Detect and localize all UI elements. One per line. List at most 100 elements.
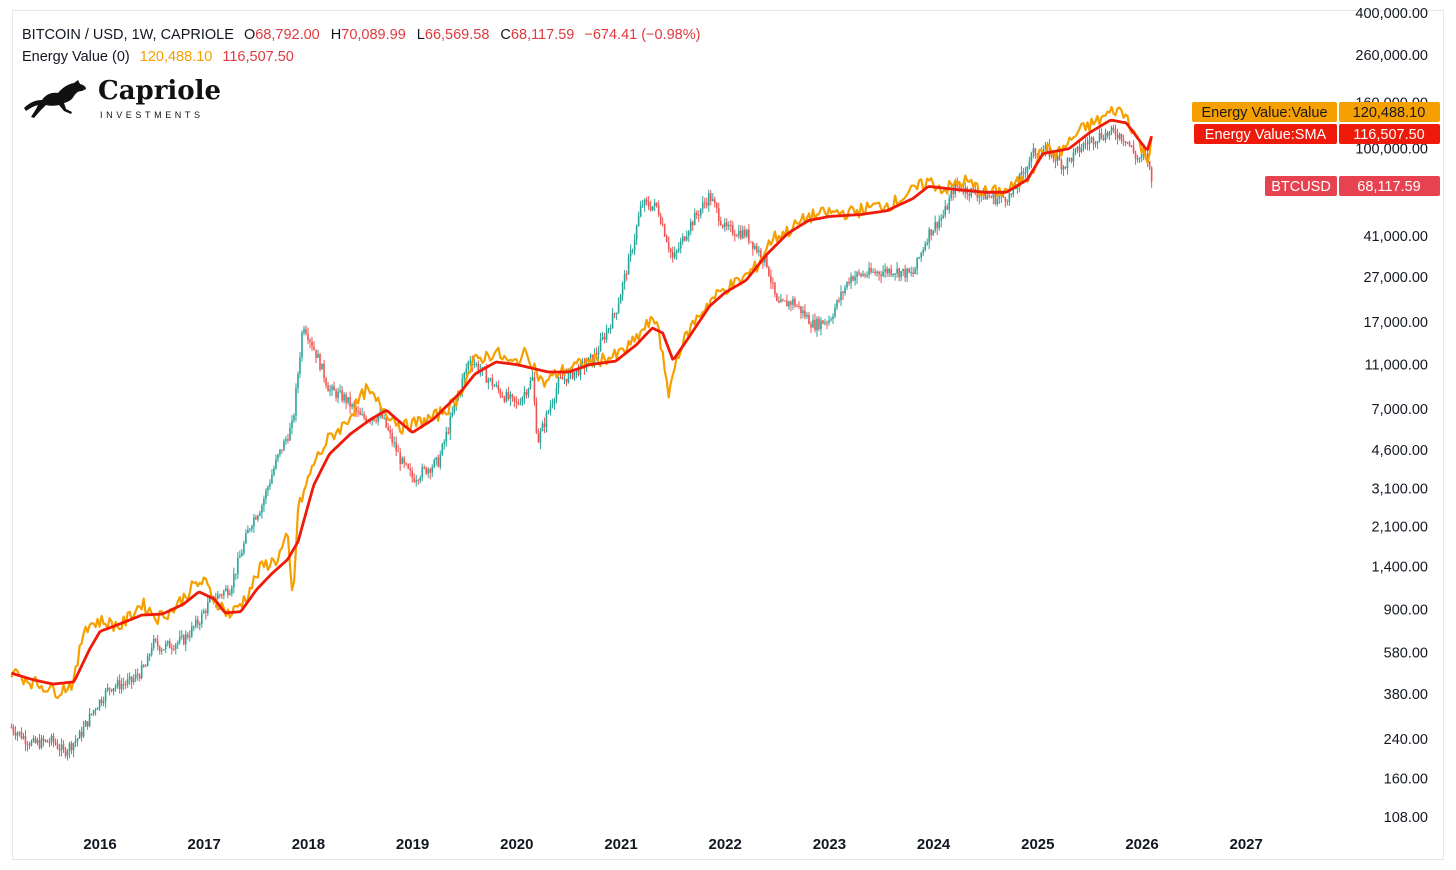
- btc-candle-body: [1034, 148, 1037, 156]
- btc-candle-body: [281, 449, 283, 451]
- btc-candle-body: [431, 467, 434, 473]
- btc-candle-body: [499, 389, 502, 396]
- y-tick-label: 100,000.00: [1355, 142, 1428, 158]
- btc-candle-body: [647, 201, 650, 207]
- btc-candle-body: [36, 739, 39, 743]
- close-key: C: [500, 27, 511, 43]
- btc-candle-body: [603, 336, 606, 340]
- btc-candle-body: [229, 593, 231, 595]
- btc-candle-body: [16, 733, 19, 736]
- btc-candle-body: [812, 319, 814, 328]
- symbol-title[interactable]: BITCOIN / USD, 1W, CAPRIOLE: [22, 27, 234, 43]
- btc-candle-body: [116, 680, 119, 687]
- btc-candle-body: [1108, 131, 1111, 136]
- btc-candle-body: [20, 731, 23, 739]
- btc-candle-body: [353, 404, 355, 408]
- btc-candle-body: [902, 268, 904, 272]
- btc-candle-body: [565, 378, 568, 383]
- btc-candle-body: [1022, 171, 1025, 173]
- btc-candle-body: [249, 528, 251, 531]
- btc-candle-body: [311, 341, 313, 347]
- btc-candle-body: [746, 229, 748, 237]
- btc-candle-body: [657, 205, 660, 216]
- btc-candle-body: [563, 378, 566, 380]
- btc-candle-body: [64, 749, 67, 756]
- btc-candle-body: [794, 298, 796, 306]
- btc-candle-body: [233, 574, 235, 588]
- btc-candle-body: [703, 202, 706, 204]
- btc-candle-body: [80, 731, 83, 737]
- btc-candle-body: [451, 412, 454, 417]
- btc-candle-body: [685, 236, 688, 241]
- x-axis: 2016 2017 2018 2019 2020 2021 2022 2023 2024 2025…: [83, 836, 1263, 853]
- btc-candle-body: [922, 250, 924, 253]
- x-tick-label: 2023: [813, 836, 846, 853]
- btc-candle-body: [162, 649, 165, 651]
- change-value: −674.41 (−0.98%): [584, 27, 701, 43]
- btc-candle-body: [485, 369, 488, 383]
- btc-candle-body: [1056, 155, 1059, 162]
- btc-candle-body: [874, 271, 876, 274]
- btc-candle-body: [862, 274, 864, 276]
- btc-candle-body: [649, 206, 652, 211]
- btc-candle-body: [221, 594, 223, 596]
- btc-candle-body: [555, 388, 558, 400]
- btc-candle-body: [325, 378, 327, 386]
- btc-candle-body: [728, 224, 730, 227]
- btc-candle-body: [192, 626, 195, 628]
- open-key: O: [243, 27, 256, 43]
- btc-candle-body: [1128, 142, 1131, 146]
- energy-sma-label-name-box: [1194, 124, 1337, 144]
- btc-candle-body: [952, 190, 955, 195]
- btc-candle-body: [359, 411, 361, 415]
- btc-candle-body: [112, 688, 115, 692]
- btc-candle-body: [623, 273, 626, 284]
- btc-candle-body: [108, 687, 111, 690]
- btc-candle-body: [389, 430, 391, 433]
- btc-candle-body: [651, 206, 654, 211]
- btc-candle-body: [750, 241, 752, 243]
- btc-candle-body: [477, 363, 480, 372]
- btc-candle-body: [473, 364, 476, 366]
- btc-candle-body: [1122, 140, 1125, 142]
- btc-candle-body: [752, 241, 754, 249]
- btc-candle-body: [1110, 127, 1113, 132]
- btc-candle-body: [323, 363, 325, 379]
- btc-candle-body: [978, 195, 981, 198]
- symbol-row: BITCOIN / USD, 1W, CAPRIOLE O68,792.00 H…: [22, 24, 700, 46]
- btc-candle-body: [247, 530, 249, 534]
- btc-candle-body: [92, 710, 95, 714]
- btc-candle-body: [910, 272, 912, 274]
- btc-candle-body: [291, 420, 293, 428]
- y-tick-label: 2,100.00: [1372, 520, 1428, 536]
- btc-candle-body: [365, 417, 367, 422]
- x-tick-label: 2026: [1125, 836, 1158, 853]
- x-tick-label: 2025: [1021, 836, 1054, 853]
- indicator-title[interactable]: Energy Value (0): [22, 49, 130, 65]
- btc-candle-body: [880, 274, 882, 277]
- btc-candle-body: [30, 741, 33, 746]
- btc-candle-body: [399, 452, 401, 464]
- btc-candle-body: [798, 306, 800, 308]
- btc-candle-body: [299, 357, 301, 374]
- btc-candle-body: [571, 369, 574, 379]
- btc-candle-body: [1130, 145, 1133, 147]
- btc-candle-body: [778, 300, 780, 303]
- btc-candle-body: [896, 268, 898, 274]
- btc-candle-body: [928, 229, 930, 243]
- btc-candle-body: [1118, 133, 1121, 139]
- btc-candle-body: [898, 268, 900, 278]
- btc-candle-body: [28, 744, 31, 746]
- btc-candle-body: [18, 731, 21, 734]
- btc-candle-body: [882, 271, 884, 277]
- btc-candle-body: [796, 305, 798, 307]
- btc-candle-body: [331, 386, 333, 390]
- btc-candle-body: [848, 281, 850, 284]
- btc-candle-body: [699, 208, 702, 216]
- btc-candle-body: [144, 666, 147, 668]
- btc-candle-body: [1084, 143, 1087, 145]
- btc-candle-body: [932, 230, 934, 236]
- btc-candle-body: [507, 391, 510, 399]
- btc-candle-body: [611, 313, 614, 329]
